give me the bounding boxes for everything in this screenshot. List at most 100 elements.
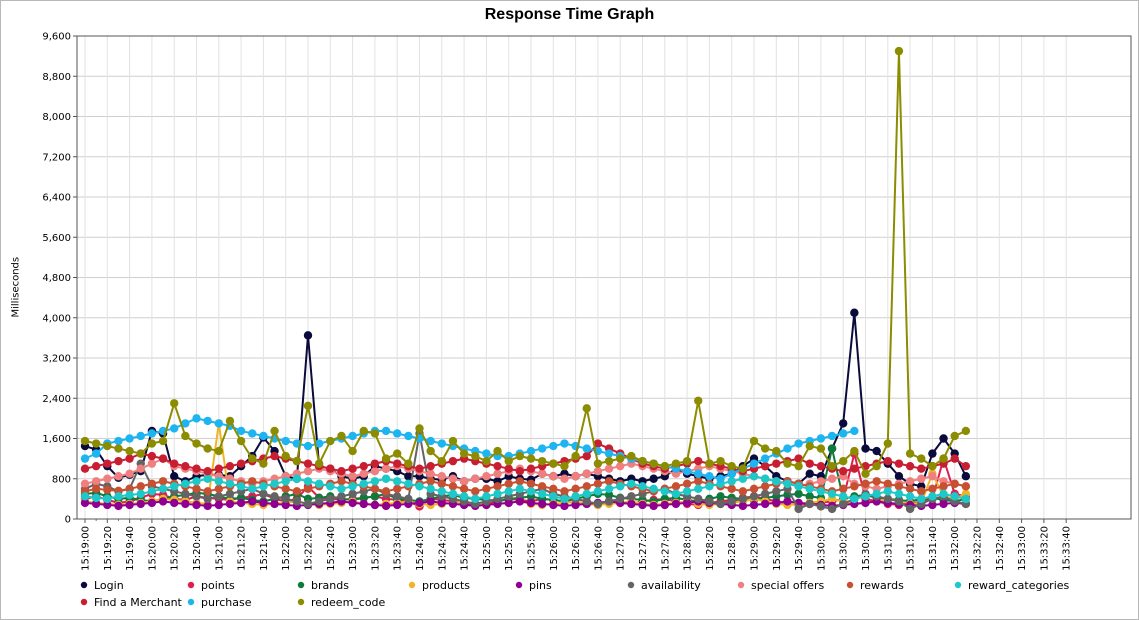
data-point <box>526 446 536 456</box>
data-point <box>181 431 190 441</box>
data-point <box>415 464 424 473</box>
data-point <box>604 464 614 473</box>
data-point <box>370 492 380 501</box>
data-point <box>225 479 235 488</box>
x-tick-label: 15:31:20 <box>906 526 917 571</box>
data-point <box>281 451 290 461</box>
data-point <box>816 502 826 511</box>
data-point <box>760 454 770 463</box>
data-point <box>147 439 157 448</box>
data-point <box>459 477 469 486</box>
data-point <box>961 494 971 504</box>
y-tick-label: 7,200 <box>42 152 71 163</box>
legend-label: pins <box>529 579 552 592</box>
data-point <box>850 308 859 317</box>
data-point <box>839 499 848 509</box>
legend-item: brands <box>297 579 349 592</box>
data-point <box>616 482 625 491</box>
data-point <box>326 436 335 446</box>
data-point <box>682 456 692 466</box>
data-point <box>839 456 848 466</box>
data-point <box>749 484 759 494</box>
x-tick-label: 15:25:00 <box>482 526 493 571</box>
data-point <box>772 446 781 456</box>
data-point <box>694 477 703 486</box>
data-point <box>760 499 770 509</box>
data-point <box>192 492 201 501</box>
data-point <box>248 497 257 506</box>
series-layer <box>80 46 971 514</box>
legend-item: products <box>408 579 470 592</box>
data-point <box>448 474 458 483</box>
data-point <box>928 472 937 481</box>
data-point <box>292 456 302 466</box>
legend-item: purchase <box>187 596 252 609</box>
data-point <box>671 489 681 499</box>
data-point <box>816 434 826 443</box>
data-point <box>760 489 770 499</box>
data-point <box>939 434 948 443</box>
legend: Login points brands products pins availabilit… <box>80 579 1070 609</box>
data-point <box>760 444 770 453</box>
data-point <box>281 436 290 446</box>
data-point <box>459 484 469 494</box>
data-point <box>515 477 525 486</box>
data-point <box>827 461 837 471</box>
data-point <box>125 500 134 510</box>
data-point <box>125 454 134 463</box>
data-point <box>359 461 368 471</box>
data-point <box>348 482 357 491</box>
data-point <box>961 472 971 481</box>
data-point <box>393 500 402 510</box>
x-tick-label: 15:24:40 <box>460 526 471 571</box>
data-point <box>560 501 569 511</box>
data-point <box>303 331 313 340</box>
x-tick-label: 15:22:20 <box>304 526 315 571</box>
data-point <box>136 449 145 458</box>
data-point <box>627 451 636 461</box>
data-point <box>393 477 402 486</box>
data-point <box>125 469 134 478</box>
data-point <box>292 497 302 506</box>
data-point <box>537 456 547 466</box>
data-point <box>593 459 603 468</box>
data-point <box>794 461 803 471</box>
data-point <box>80 464 90 473</box>
data-point <box>571 472 580 481</box>
legend-item: Login <box>80 579 124 592</box>
data-point <box>738 474 748 483</box>
data-point <box>861 479 870 488</box>
data-point <box>192 500 201 510</box>
data-point <box>905 477 915 486</box>
data-point <box>370 484 380 494</box>
x-tick-label: 15:31:00 <box>883 526 894 571</box>
data-point <box>459 492 469 501</box>
data-point <box>582 489 591 499</box>
data-point <box>103 441 112 451</box>
data-point <box>103 485 112 495</box>
data-point <box>760 461 770 471</box>
data-point <box>649 484 658 494</box>
data-point <box>805 484 814 494</box>
data-point <box>448 456 458 466</box>
data-point <box>905 504 915 514</box>
data-point <box>337 467 346 476</box>
data-point <box>850 426 859 436</box>
legend-label: redeem_code <box>311 596 386 609</box>
data-point <box>270 426 279 436</box>
data-point <box>314 439 324 448</box>
data-point <box>359 426 368 436</box>
data-point <box>281 494 290 504</box>
data-point <box>894 46 904 56</box>
data-point <box>526 487 536 496</box>
data-point <box>827 431 837 441</box>
x-tick-label: 15:30:00 <box>816 526 827 571</box>
x-tick-label: 15:33:20 <box>1039 526 1050 571</box>
data-point <box>850 464 859 473</box>
data-point <box>381 426 391 436</box>
data-point <box>482 456 491 466</box>
data-point <box>872 477 881 486</box>
data-point <box>181 489 190 499</box>
data-point <box>181 461 190 471</box>
data-point <box>571 484 580 494</box>
